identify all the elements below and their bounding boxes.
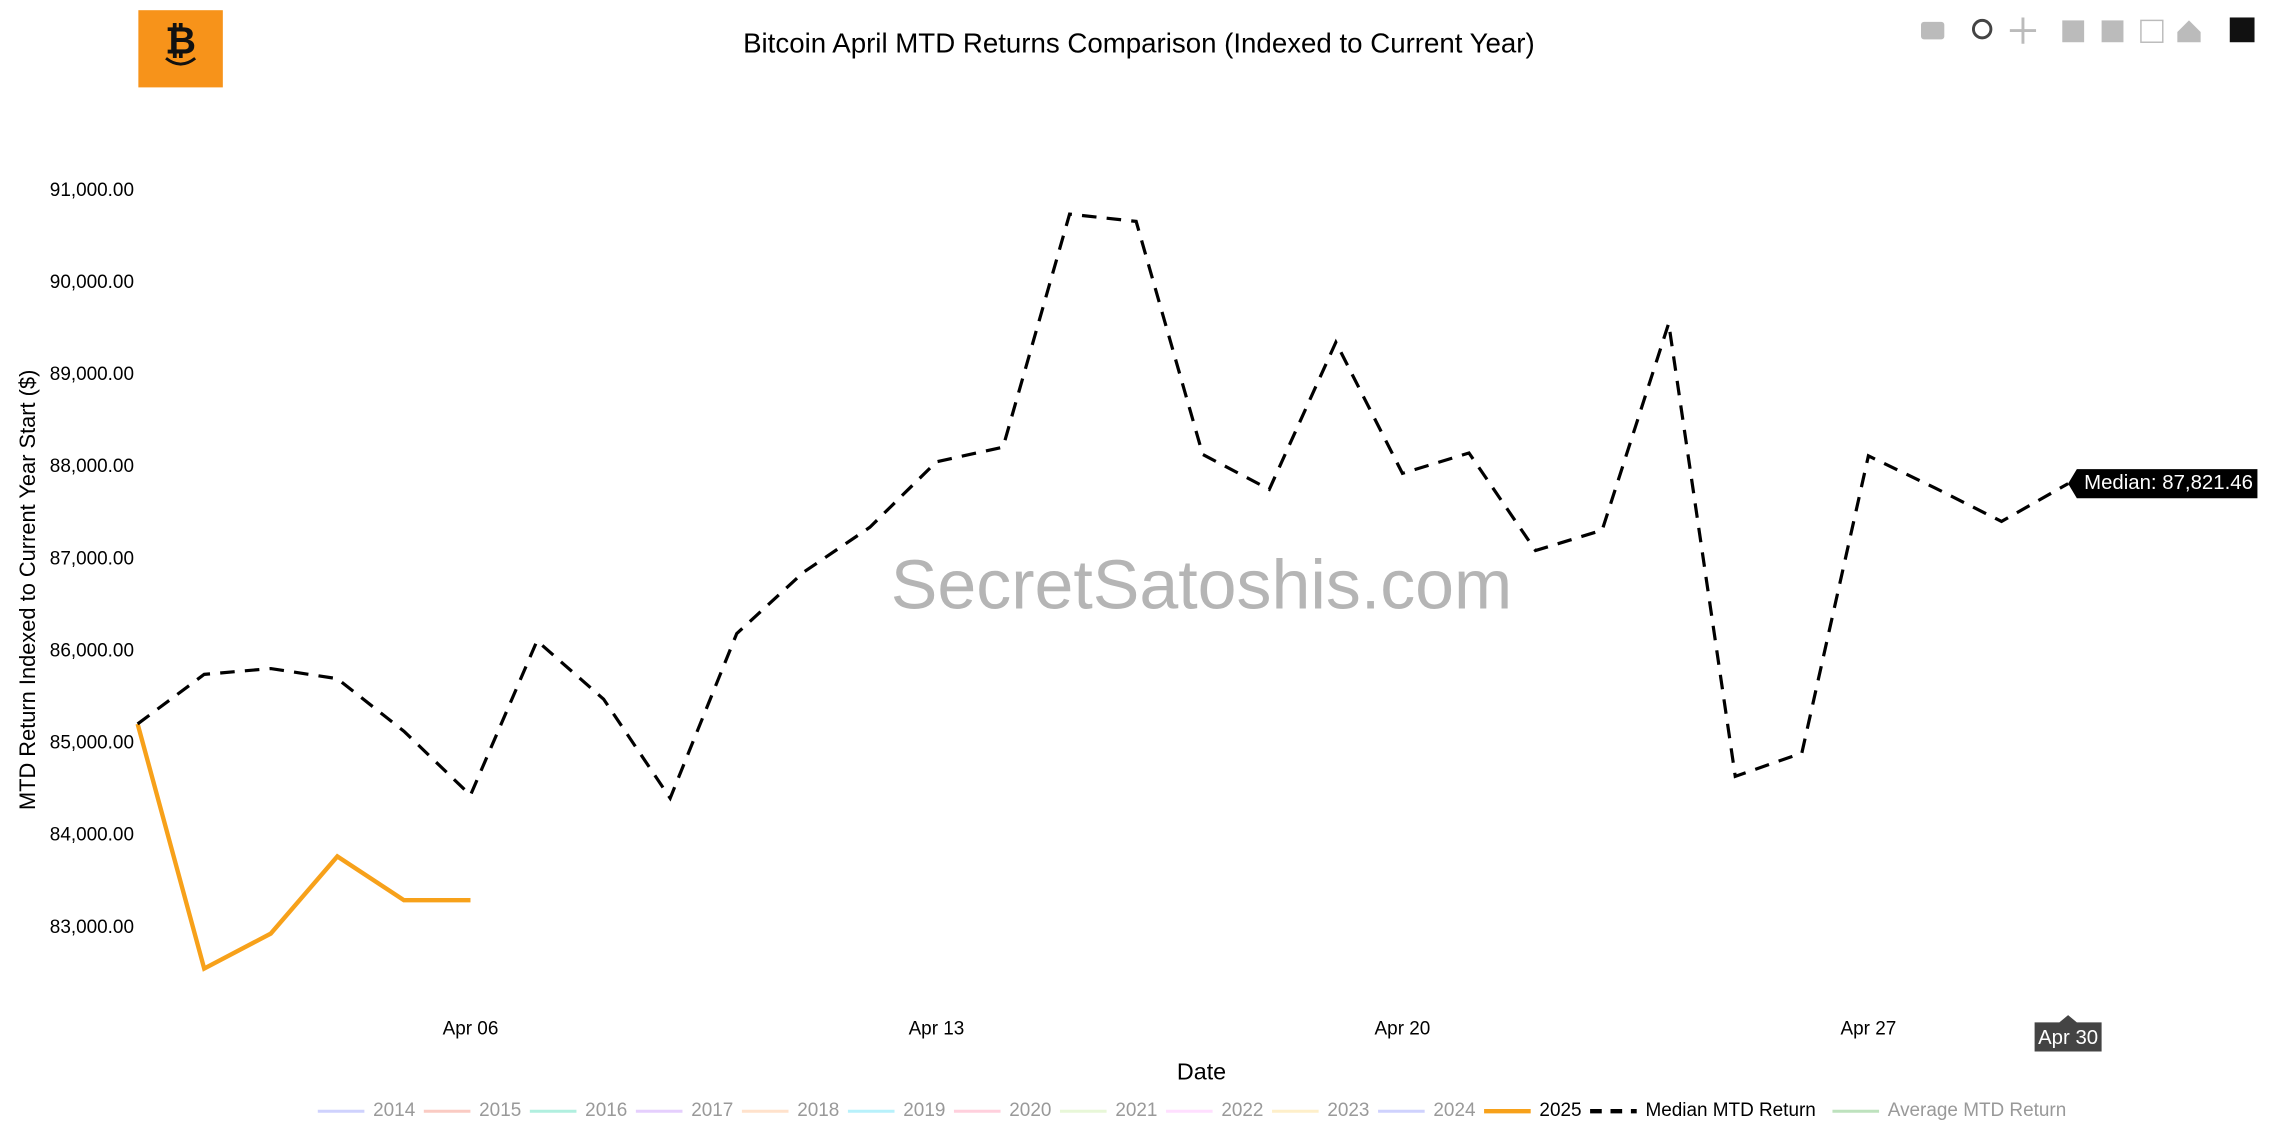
svg-text:₿: ₿ [165,21,196,63]
legend-item[interactable]: 2016 [529,1100,627,1121]
legend-label: 2023 [1327,1100,1369,1121]
hover-box [2068,469,2258,499]
y-tick-label: 84,000.00 [50,825,134,846]
legend-label: 2015 [479,1100,521,1121]
legend-label: Median MTD Return [1645,1100,1815,1121]
series-line [135,723,471,972]
y-axis-title: MTD Return Indexed to Current Year Start… [15,370,40,810]
y-tick-label: 85,000.00 [50,733,134,754]
y-tick-label: 91,000.00 [50,180,134,201]
legend-item[interactable]: 2018 [741,1100,839,1121]
legend-label: Average MTD Return [1888,1100,2066,1121]
x-tick-label: Apr 13 [909,1019,965,1040]
legend-item[interactable]: 2019 [847,1100,945,1121]
logo: ₿ [138,10,223,88]
watermark: SecretSatoshis.com [891,545,1513,623]
legend-item[interactable]: 2015 [423,1100,521,1121]
toolbar[interactable] [1921,17,2255,44]
hover-label: Median: 87,821.46 [2068,469,2258,499]
legend-label: 2014 [373,1100,415,1121]
legend-item[interactable]: Average MTD Return [1832,1100,2066,1121]
chart-title: Bitcoin April MTD Returns Comparison (In… [743,27,1535,58]
hover-text: Median: 87,821.46 [2084,472,2253,494]
legend-label: 2025 [1539,1100,1581,1121]
y-tick-label: 86,000.00 [50,640,134,661]
series-line [136,212,2069,802]
legend-item[interactable]: 2023 [1272,1100,1369,1121]
legend-label: 2020 [1009,1100,1051,1121]
legend-label: 2016 [585,1100,627,1121]
legend-item[interactable]: 2014 [317,1100,415,1121]
y-tick-label: 83,000.00 [50,917,134,938]
y-tick-label: 88,000.00 [50,456,134,477]
legend-item[interactable]: 2022 [1166,1100,1263,1121]
legend-item[interactable]: Median MTD Return [1590,1100,1816,1121]
legend-item[interactable]: 2021 [1059,1100,1157,1121]
legend-label: 2018 [797,1100,839,1121]
y-tick-label: 89,000.00 [50,364,134,385]
hover-x-box [2034,1015,2102,1052]
legend-label: 2019 [903,1100,945,1121]
x-tick-label: Apr 20 [1375,1019,1431,1040]
legend-label: 2024 [1433,1100,1475,1121]
legend-item[interactable]: 2020 [953,1100,1051,1121]
legend-label: 2022 [1221,1100,1263,1121]
x-tick-label: Apr 06 [443,1019,499,1040]
legend-item[interactable]: 2017 [635,1100,733,1121]
y-tick-label: 87,000.00 [50,548,134,569]
legend-label: 2017 [691,1100,733,1121]
legend-item[interactable]: 2024 [1378,1100,1476,1121]
x-tick-label: Apr 27 [1841,1019,1897,1040]
x-axis-title: Date [1177,1059,1226,1085]
hover-x-text: Apr 30 [2038,1027,2098,1049]
y-tick-label: 90,000.00 [50,272,134,293]
legend-label: 2021 [1115,1100,1157,1121]
legend-item[interactable]: 2025 [1484,1100,1582,1121]
